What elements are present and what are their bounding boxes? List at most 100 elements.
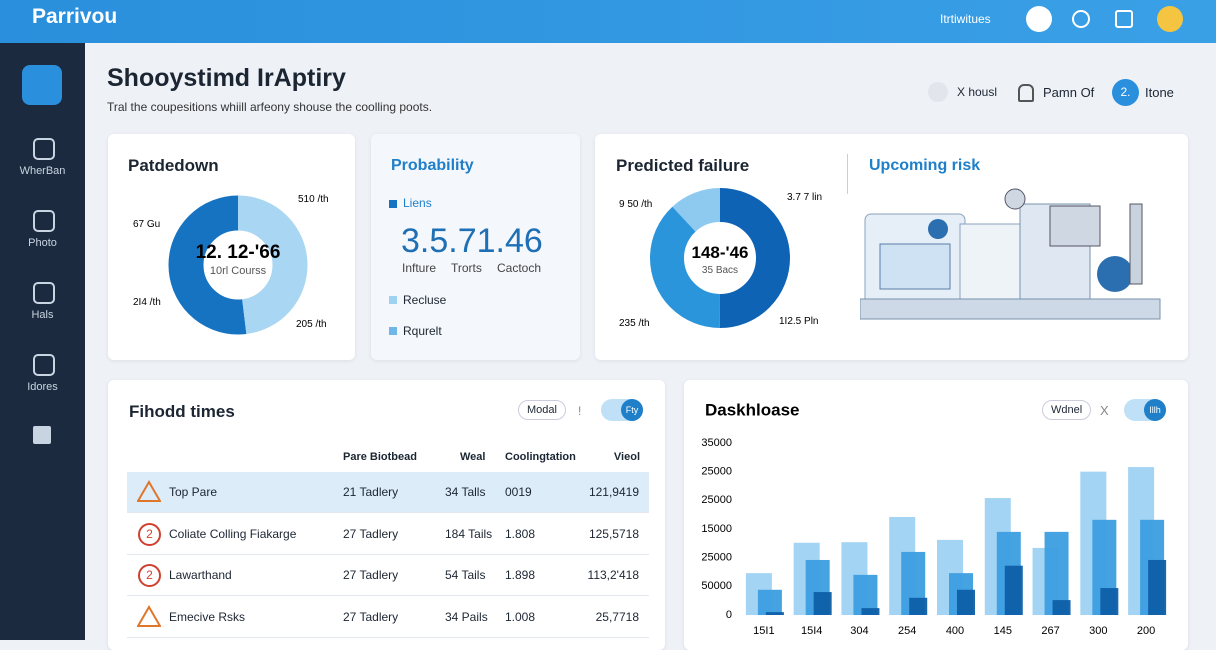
table-cell: 1.898 — [505, 568, 536, 582]
donut-sub: 10rl Courss — [210, 265, 267, 277]
table-cell: 1.808 — [505, 526, 536, 541]
icon-button[interactable] — [1026, 6, 1052, 32]
sidebar-label[interactable]: Photo — [28, 237, 57, 249]
table-row[interactable]: Emecive Rsks 27 Tadlery 34 Pails 1.008 25,77… — [127, 597, 649, 638]
column-header: Pare Biotbead — [343, 451, 417, 463]
donut-label: 67 Gu — [133, 219, 160, 230]
card-title: Probability — [391, 157, 474, 174]
table-cell: 27 Tadlery — [343, 609, 399, 624]
bar — [1004, 565, 1023, 615]
sub-label: Cactoch — [497, 261, 542, 275]
status-badge: 2 — [138, 522, 161, 546]
y-tick-label: 35000 — [701, 437, 732, 449]
sidebar-icon[interactable] — [33, 138, 55, 160]
column-header: Weal — [460, 451, 486, 463]
legend-label: Recluse — [403, 293, 447, 307]
y-tick-label: 25000 — [701, 552, 732, 564]
donut-label: 9 50 /th — [619, 199, 652, 210]
control[interactable]: ! — [578, 404, 582, 418]
probability-card: Probability Liens 3.5.71.46 Infture Tror… — [371, 134, 580, 360]
toggle[interactable]: Illh — [1124, 399, 1166, 421]
page-title: Shooystimd IrAptiry — [107, 64, 346, 92]
table-cell: 184 Tails — [445, 526, 493, 541]
table-cell: 25,7718 — [595, 609, 639, 624]
donut-center: 148-'46 — [692, 243, 749, 262]
sidebar: WherBan Photo Hals Idores — [0, 43, 85, 640]
y-tick-label: 50000 — [701, 580, 732, 592]
legend-swatch — [389, 200, 397, 208]
x-tick-label: 15I4 — [801, 625, 822, 637]
sidebar-label[interactable]: Idores — [27, 381, 58, 393]
y-tick-label: 15000 — [701, 523, 732, 535]
donut-segment — [650, 188, 790, 328]
control[interactable]: X — [1100, 403, 1109, 418]
toggle[interactable]: Fty — [601, 399, 643, 421]
x-tick-label: 304 — [850, 625, 868, 637]
action[interactable]: Pamn Of — [1043, 85, 1095, 100]
icon-button[interactable] — [1072, 10, 1090, 28]
toggle-knob: Fty — [621, 399, 643, 421]
table-cell: 21 Tadlery — [343, 485, 399, 499]
legend-label: Liens — [403, 196, 432, 210]
bar — [957, 589, 975, 615]
action[interactable]: X housl — [957, 85, 998, 99]
card-title: Patdedown — [128, 156, 219, 175]
table-cell: 0019 — [505, 485, 532, 499]
column-header: Coolingtation — [505, 451, 576, 463]
table-row[interactable]: Top Pare 21 Tadlery 34 Talls 0019 121,9419 — [127, 472, 649, 513]
illustration — [860, 188, 1161, 320]
table-cell: Emecive Rsks — [169, 609, 246, 624]
table-cell: Coliate Colling Fiakarge — [169, 526, 297, 541]
divider — [847, 154, 848, 194]
warning-icon — [137, 604, 161, 627]
table-cell: Top Pare — [169, 485, 218, 499]
dropdown[interactable]: Modal — [518, 400, 566, 420]
x-tick-label: 145 — [994, 625, 1012, 637]
table-cell: 27 Tadlery — [343, 526, 399, 541]
table-cell: 34 Pails — [445, 609, 488, 624]
table-row[interactable]: 2 Lawarthand 27 Tadlery 54 Tails 1.898 113,2'… — [127, 555, 649, 596]
x-tick-label: 300 — [1089, 625, 1107, 637]
sidebar-icon[interactable] — [33, 210, 55, 232]
table-row[interactable]: 2 Coliate Colling Fiakarge 27 Tadlery 184 T… — [127, 514, 649, 555]
y-tick-label: 0 — [726, 609, 732, 621]
avatar[interactable] — [1157, 6, 1183, 32]
bar — [813, 592, 832, 615]
status-badge: 2 — [138, 564, 161, 587]
dropdown[interactable]: Wdnel — [1042, 400, 1092, 420]
y-tick-label: 25000 — [701, 494, 732, 506]
icon-button[interactable] — [1115, 10, 1133, 28]
big-number: 3.5.71.46 — [401, 222, 543, 260]
table-cell: Lawarthand — [169, 568, 232, 582]
bar — [909, 597, 928, 615]
sidebar-label[interactable]: Hals — [31, 309, 54, 321]
x-tick-label: 200 — [1137, 625, 1155, 637]
header-link[interactable]: Itrtiwitues — [940, 12, 991, 26]
donut-label: 3.7 7 lin — [787, 192, 822, 203]
brand[interactable]: Parrivou — [32, 5, 118, 28]
warning-shape — [137, 604, 161, 627]
toggle-knob: Illh — [1144, 399, 1166, 421]
sidebar-icon[interactable] — [33, 282, 55, 304]
sub-label: Trorts — [451, 261, 482, 275]
sidebar-icon[interactable] — [33, 354, 55, 376]
donut-label: 510 /th — [298, 194, 329, 205]
card-title: Predicted failure — [616, 156, 750, 175]
bar — [861, 608, 880, 615]
sidebar-active[interactable] — [22, 65, 62, 105]
card-title: Upcoming risk — [869, 157, 981, 174]
donut-center: 12. 12-'66 — [196, 242, 281, 263]
sidebar-label[interactable]: WherBan — [19, 165, 66, 177]
table-cell: 27 Tadlery — [343, 568, 399, 582]
icon — [928, 82, 948, 102]
sidebar-icon[interactable] — [33, 426, 51, 444]
column-header: Vieol — [613, 451, 640, 463]
action[interactable]: Itone — [1145, 85, 1174, 100]
sub-label: Infture — [402, 261, 437, 275]
badge[interactable]: 2. — [1112, 79, 1139, 106]
table-cell: 54 Tails — [445, 568, 486, 582]
card-title: Fihodd times — [129, 402, 235, 421]
x-tick-label: 267 — [1041, 625, 1059, 637]
donut-label: 1I2.5 Pln — [779, 316, 818, 327]
